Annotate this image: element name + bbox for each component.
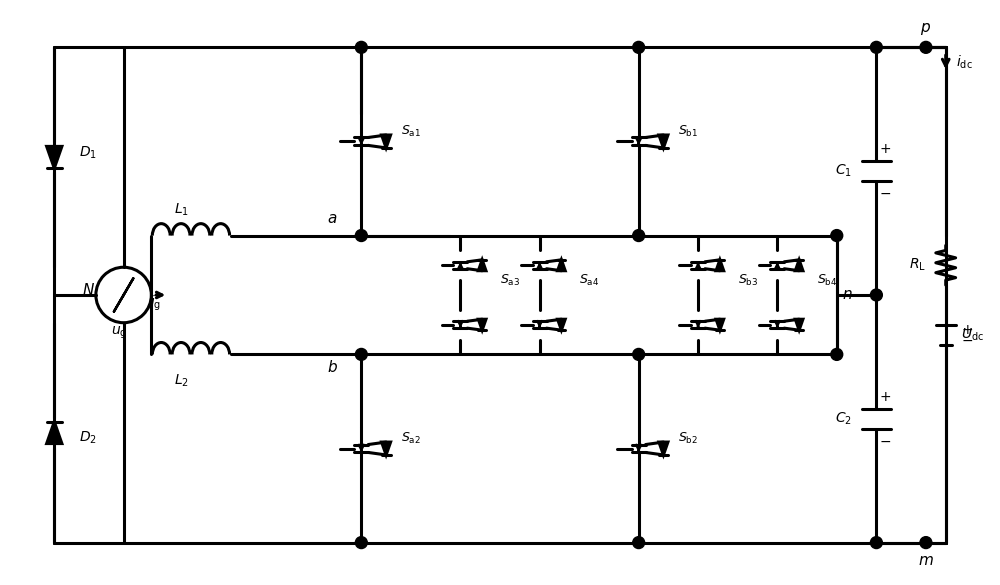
Circle shape [870, 42, 882, 53]
Text: $-$: $-$ [879, 433, 892, 448]
Text: $p$: $p$ [920, 22, 931, 37]
Text: $m$: $m$ [918, 552, 934, 567]
Circle shape [633, 42, 645, 53]
Polygon shape [795, 260, 803, 271]
Text: $a$: $a$ [327, 211, 337, 226]
Text: $S_{\rm a3}$: $S_{\rm a3}$ [500, 273, 520, 288]
Polygon shape [47, 146, 62, 168]
Text: $S_{\rm b2}$: $S_{\rm b2}$ [678, 431, 698, 446]
Text: $+$: $+$ [879, 142, 891, 156]
Circle shape [633, 349, 645, 360]
Polygon shape [558, 260, 565, 271]
Text: $L_1$: $L_1$ [174, 201, 189, 218]
Text: $C_2$: $C_2$ [835, 411, 852, 427]
Text: $U_{\rm dc}$: $U_{\rm dc}$ [961, 326, 984, 343]
Text: $S_{\rm a1}$: $S_{\rm a1}$ [401, 124, 421, 139]
Polygon shape [47, 422, 62, 443]
Text: $i_{\rm g}$: $i_{\rm g}$ [150, 293, 161, 312]
Polygon shape [382, 135, 391, 148]
Text: $S_{\rm a2}$: $S_{\rm a2}$ [401, 431, 421, 446]
Polygon shape [478, 319, 486, 330]
Text: $u_{\rm g}$: $u_{\rm g}$ [111, 325, 127, 341]
Text: $S_{\rm b1}$: $S_{\rm b1}$ [678, 124, 699, 139]
Circle shape [831, 349, 843, 360]
Text: $D_2$: $D_2$ [79, 429, 97, 446]
Circle shape [355, 349, 367, 360]
Circle shape [355, 229, 367, 242]
Text: $+$: $+$ [879, 390, 891, 404]
Circle shape [831, 229, 843, 242]
Text: $C_1$: $C_1$ [835, 163, 852, 180]
Polygon shape [716, 260, 724, 271]
Polygon shape [558, 319, 565, 330]
Circle shape [870, 536, 882, 549]
Circle shape [920, 42, 932, 53]
Text: $S_{\rm b4}$: $S_{\rm b4}$ [817, 273, 837, 288]
Polygon shape [795, 319, 803, 330]
Text: $L_2$: $L_2$ [174, 372, 189, 388]
Polygon shape [659, 135, 668, 148]
Polygon shape [716, 319, 724, 330]
Text: $b$: $b$ [327, 359, 338, 376]
Text: $n$: $n$ [842, 287, 852, 302]
Text: $-$: $-$ [879, 186, 892, 200]
Circle shape [355, 536, 367, 549]
Text: $R_{\rm L}$: $R_{\rm L}$ [909, 257, 926, 273]
Polygon shape [659, 442, 668, 455]
Polygon shape [382, 442, 391, 455]
Text: $N$: $N$ [82, 282, 95, 298]
Text: $+$: $+$ [961, 323, 973, 336]
Circle shape [633, 536, 645, 549]
Text: $S_{\rm a4}$: $S_{\rm a4}$ [579, 273, 600, 288]
Text: $i_{\rm dc}$: $i_{\rm dc}$ [956, 53, 972, 71]
Circle shape [355, 42, 367, 53]
Text: $-$: $-$ [961, 332, 973, 346]
Circle shape [870, 289, 882, 301]
Circle shape [633, 229, 645, 242]
Text: $S_{\rm b3}$: $S_{\rm b3}$ [738, 273, 758, 288]
Polygon shape [478, 260, 486, 271]
Text: $D_1$: $D_1$ [79, 144, 97, 160]
Circle shape [920, 536, 932, 549]
